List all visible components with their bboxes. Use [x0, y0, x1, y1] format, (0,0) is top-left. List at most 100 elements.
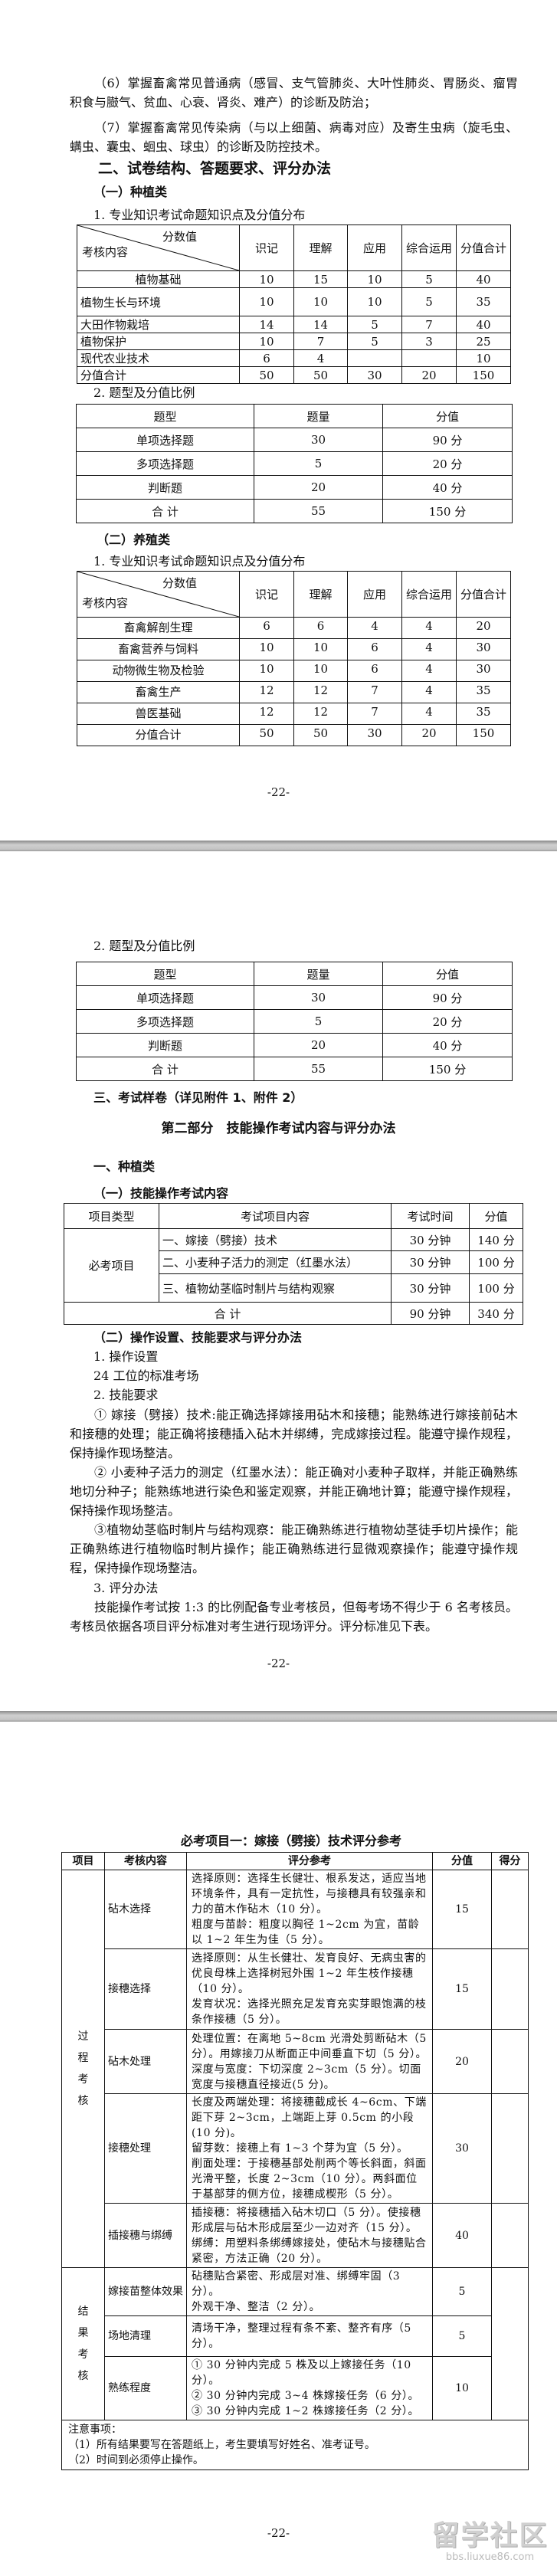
value-cell: 5	[254, 451, 383, 476]
section-heading-exam-structure: 二、试卷结构、答题要求、评分办法	[98, 160, 332, 177]
note-line: （1）所有结果要写在答题纸上，考生要填写好姓名、准考证号。	[68, 2439, 375, 2451]
row-label-cell: 分值合计	[77, 724, 240, 746]
diagonal-divider	[77, 572, 239, 617]
criteria-cell: 长度及两端处理：将接穗截成长 4~6cm、下端距下芽 2~3cm，上端距上芽 0…	[186, 2093, 433, 2204]
obtained-score-cell	[491, 2093, 529, 2204]
column-header: 综合运用	[401, 571, 457, 618]
value-cell: 5	[401, 270, 457, 288]
value-cell: 50	[239, 724, 294, 746]
watermark-logo-text: 留学社区	[431, 2520, 549, 2551]
value-cell	[401, 349, 457, 367]
score-value-cell: 5	[432, 2267, 492, 2316]
column-header: 评分参考	[186, 1852, 433, 1870]
question-type-cell: 单项选择题	[76, 428, 254, 452]
table-title-planting-distribution: 1. 专业知识考试命题知识点及分值分布	[93, 208, 306, 222]
score-value-cell: 30	[432, 2093, 492, 2204]
table-row: 过程考核 砧木选择 选择原则：选择生长健壮、根系发达，适应当地环境条件，具有一定抗性…	[61, 1870, 529, 2268]
column-header: 分值	[469, 1203, 523, 1229]
column-header: 考试时间	[391, 1203, 470, 1229]
table-title-question-types: 2. 题型及分值比例	[93, 939, 195, 953]
value-cell: 35	[456, 703, 511, 725]
value-cell: 10	[293, 638, 348, 660]
value-cell: 30	[254, 985, 383, 1010]
page-number: -22-	[267, 2526, 290, 2540]
table-row: 二、小麦种子活力的测定（红墨水法） 30 分钟 100 分	[64, 1250, 523, 1274]
subheading-operation-method: （二）操作设置、技能要求与评分办法	[93, 1330, 303, 1345]
diagonal-header-cell: 分数值 考核内容	[77, 224, 240, 271]
value-cell: 30	[347, 724, 402, 746]
exam-item-cell: 三、植物幼茎临时制片与结构观察	[159, 1273, 392, 1303]
notes-cell: 注意事项： （1）所有结果要写在答题纸上，考生要填写好姓名、准考证号。 （2）时间到…	[61, 2420, 529, 2470]
value-cell: 4	[347, 617, 402, 639]
exam-time-cell: 30 分钟	[391, 1273, 470, 1303]
criteria-line: 选择原则：从生长健壮、发育良好、无病虫害的优良母株上选择树冠外围 1~2 年生枝…	[192, 1952, 427, 1995]
item-operation-setup: 1. 操作设置	[93, 1349, 159, 1364]
criteria-line: 砧穗贴合紧密、形成层对准、绑缚牢固（3 分）。	[192, 2270, 401, 2298]
value-cell: 7	[293, 333, 348, 350]
value-cell: 30	[347, 366, 402, 384]
table-header-row: 分数值 考核内容 识记 理解 应用 综合运用 分值合计	[77, 224, 511, 271]
table-header-row: 项目 考核内容 评分参考 分值 得分	[61, 1852, 529, 1870]
table-row: 分值合计 50 50 30 20 150	[77, 724, 511, 746]
value-cell: 35	[456, 681, 511, 703]
diagonal-header-bottom-label: 考核内容	[82, 596, 129, 610]
value-cell: 10	[239, 638, 294, 660]
column-header: 分值	[382, 404, 513, 428]
question-type-cell: 合 计	[76, 1057, 254, 1081]
watermark-logo: 留学社区 bbs.liuxue86.com	[431, 2520, 549, 2564]
criteria-line: 绑缚：用塑料条绑缚嫁接处，使砧木与接穗贴合紧密，方法正确（20 分）。	[192, 2237, 427, 2265]
question-type-cell: 合 计	[76, 499, 254, 523]
diagonal-header-top-label: 分数值	[162, 230, 197, 244]
table-row: 接穗选择 选择原则：从生长健壮、发育良好、无病虫害的优良母株上选择树冠外围 1~2…	[62, 1948, 529, 2030]
group-label-cell: 结果考核	[61, 2267, 105, 2420]
value-cell: 10	[239, 287, 294, 316]
subheading-breeding: （二）养殖类	[97, 533, 171, 547]
criteria-line: 发育状况：选择光照充足发育充实芽眼饱满的枝条作接穗（5 分）。	[192, 1998, 427, 2026]
value-cell: 5	[254, 1009, 383, 1034]
value-cell: 6	[239, 349, 294, 367]
group-label: 过程考核	[77, 2030, 89, 2107]
column-header: 得分	[491, 1852, 529, 1870]
total-label-cell: 合 计	[64, 1302, 392, 1325]
score-value-cell: 40	[432, 2203, 492, 2268]
score-value-cell: 5	[432, 2315, 492, 2357]
value-cell: 10	[293, 287, 348, 316]
value-cell: 10	[239, 660, 294, 682]
score-value-cell: 10	[432, 2356, 492, 2420]
notes-row: 注意事项： （1）所有结果要写在答题纸上，考生要填写好姓名、准考证号。 （2）时间到…	[61, 2420, 529, 2470]
assessment-item-cell: 砧木选择	[104, 1870, 187, 1949]
page-separator	[0, 841, 557, 851]
requirement-stem-slide: ③植物幼茎临时制片与结构观察：能正确熟练进行植物幼茎徒手切片操作；能正确熟练进行…	[70, 1522, 518, 1575]
value-cell: 4	[401, 638, 457, 660]
value-cell: 12	[293, 681, 348, 703]
value-cell: 20	[401, 724, 457, 746]
value-cell: 40	[456, 270, 511, 288]
score-value-cell: 15	[432, 1870, 492, 1949]
value-cell: 25	[456, 333, 511, 350]
requirement-grafting: ① 嫁接（劈接）技术:能正确选择嫁接用砧木和接穗；能熟练进行嫁接前砧木和接穗的处…	[70, 1408, 518, 1460]
table-row: 插接穗与绑缚 插接穗：将接穗插入砧木切口（5 分）。使接穗形成层与砧木形成层至少一…	[62, 2203, 529, 2268]
criteria-line: 清场干净，整理过程有条不紊、整齐有序（5 分）。	[192, 2322, 411, 2350]
question-type-cell: 判断题	[76, 1033, 254, 1057]
paragraph-item-7: （7）掌握畜禽常见传染病（与以上细菌、病毒对应）及寄生虫病（旋毛虫、螨虫、囊虫、…	[70, 120, 518, 154]
scoring-method-text: 技能操作考试按 1:3 的比例配备专业考核员，但每考场不得少于 6 名考核员。考…	[70, 1600, 518, 1634]
criteria-line: ① 30 分钟内完成 5 株及以上嫁接任务（10 分）。	[192, 2359, 411, 2387]
column-header: 分值合计	[456, 571, 511, 618]
column-header: 分值	[382, 962, 513, 986]
criteria-line: 粗度与苗龄：粗度以胸径 1~2cm 为宜，苗龄以 1~2 年生为佳（5 分）。	[192, 1919, 420, 1946]
column-header: 考核内容	[104, 1852, 187, 1870]
table-row: 判断题 20 40 分	[76, 1033, 513, 1057]
note-line: 注意事项：	[68, 2424, 122, 2436]
value-cell: 55	[254, 499, 383, 523]
value-cell: 7	[347, 681, 402, 703]
value-cell: 6	[347, 660, 402, 682]
criteria-cell: 选择原则：选择生长健壮、根系发达，适应当地环境条件，具有一定抗性，与接穗具有较强…	[186, 1870, 433, 1949]
item-skill-requirements: 2. 技能要求	[93, 1388, 159, 1402]
criteria-line: 外观干净、整洁（2 分）。	[192, 2301, 321, 2313]
page-separator	[0, 1711, 557, 1722]
obtained-score-cell	[491, 1948, 529, 2030]
value-cell: 35	[456, 287, 511, 316]
table-row: 兽医基础 12 12 7 4 35	[77, 703, 511, 725]
